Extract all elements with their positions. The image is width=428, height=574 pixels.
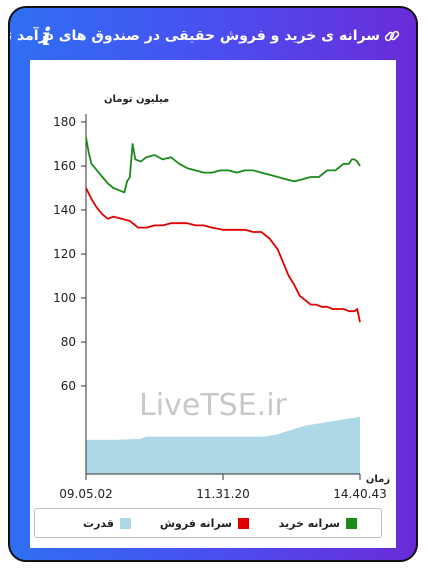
header: i سرانه ی خرید و فروش حقیقی در صندوق های… (10, 8, 416, 62)
legend-swatch-sell (238, 517, 249, 529)
x-tick-label-2: 14.40.43 (333, 487, 386, 501)
series-area-power (86, 416, 360, 474)
chart-panel: LiveTSE.ir 60 80 100 120 140 160 180 میلیون توما… (30, 60, 396, 548)
y-axis-label: میلیون تومان (104, 94, 169, 105)
info-icon[interactable]: i (42, 22, 52, 51)
legend-label-buy: سرانه خرید (278, 516, 340, 530)
chart-svg: LiveTSE.ir 60 80 100 120 140 160 180 میلیون توما… (53, 94, 390, 501)
y-tick-label-60: 60 (61, 379, 76, 393)
x-tick-label-1: 11.31.20 (196, 487, 249, 501)
series-line-sell (85, 187, 361, 323)
y-tick-label-100: 100 (53, 291, 76, 305)
legend: سرانه خرید سرانه فروش قدرت (34, 508, 382, 538)
y-tick-label-160: 160 (53, 159, 76, 173)
legend-label-power: قدرت (83, 516, 114, 530)
y-tick-label-120: 120 (53, 247, 76, 261)
legend-swatch-power (120, 517, 131, 529)
legend-item-sell[interactable]: سرانه فروش (160, 515, 249, 531)
legend-swatch-buy (346, 517, 357, 529)
watermark: LiveTSE.ir (139, 388, 287, 423)
chart-title: سرانه ی خرید و فروش حقیقی در صندوق های د… (8, 28, 380, 44)
y-tick-label-140: 140 (53, 203, 76, 217)
legend-label-sell: سرانه فروش (159, 516, 232, 530)
y-tick-label-80: 80 (61, 335, 76, 349)
x-axis-label: زمان (366, 474, 390, 485)
link-icon[interactable] (384, 28, 400, 44)
legend-item-buy[interactable]: سرانه خرید (279, 515, 357, 531)
series-line-buy (85, 137, 361, 194)
y-tick-label-180: 180 (53, 115, 76, 129)
x-tick-label-0: 09.05.02 (59, 487, 112, 501)
chart-card: i سرانه ی خرید و فروش حقیقی در صندوق های… (8, 6, 418, 562)
legend-item-power[interactable]: قدرت (83, 515, 131, 531)
